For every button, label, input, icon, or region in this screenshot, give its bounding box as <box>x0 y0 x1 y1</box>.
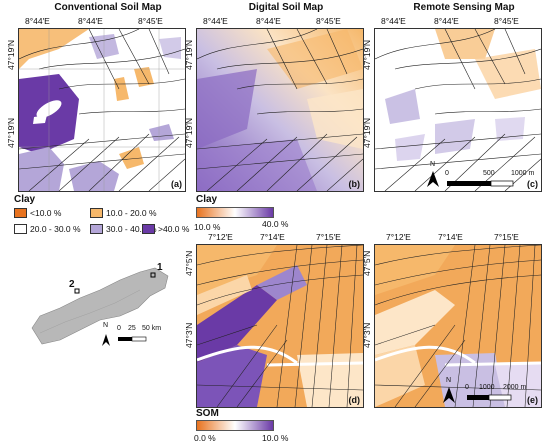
scalebar-mid: 500 <box>483 170 495 177</box>
lon-label: 8°45′E <box>494 16 519 26</box>
som-gradient-bar <box>196 420 274 431</box>
map-digital-clay[interactable]: (b) <box>196 28 364 192</box>
som-gradient-title: SOM <box>196 408 219 419</box>
lat-label: 47°5′N <box>184 250 194 276</box>
lon-label: 8°44′E <box>381 16 406 26</box>
lon-label: 8°44′E <box>256 16 281 26</box>
lat-label: 47°19′N <box>6 117 16 148</box>
title-digital: Digital Soil Map <box>248 2 324 13</box>
clay-legend-label: >40.0 % <box>158 224 190 234</box>
panel-label-d: (d) <box>348 395 361 405</box>
lon-label: 8°44′E <box>434 16 459 26</box>
lon-label: 7°14′E <box>260 232 285 242</box>
clay-gradient-min: 10.0 % <box>194 222 221 232</box>
som-gradient-min: 0.0 % <box>194 433 216 443</box>
lon-label: 7°15′E <box>494 232 519 242</box>
overview-site-1: 1 <box>157 262 163 273</box>
lat-label: 47°19′N <box>6 39 16 70</box>
clay-gradient-bar <box>196 207 274 218</box>
clay-legend-swatch <box>14 224 27 234</box>
lon-label: 8°44′E <box>78 16 103 26</box>
clay-gradient-title: Clay <box>196 194 218 205</box>
clay-legend-title: Clay <box>14 194 36 205</box>
clay-legend-swatch <box>90 224 103 234</box>
scalebar-zero: 0 <box>445 170 449 177</box>
title-remote: Remote Sensing Map <box>413 2 515 13</box>
north-arrow-label: N <box>430 161 436 168</box>
scalebar-mid: 1000 <box>479 384 495 391</box>
lon-label: 7°14′E <box>438 232 463 242</box>
lon-label: 7°12′E <box>386 232 411 242</box>
clay-legend-label: 20.0 - 30.0 % <box>30 224 81 234</box>
panel-label-b: (b) <box>348 179 361 189</box>
north-arrow-label: N <box>446 377 452 384</box>
clay-legend-label: <10.0 % <box>30 208 62 218</box>
lon-label: 8°45′E <box>138 16 163 26</box>
lon-label: 8°44′E <box>203 16 228 26</box>
map-remote-clay[interactable]: N 0 500 1000 m (c) <box>374 28 542 192</box>
panel-label-e: (e) <box>527 395 538 405</box>
clay-legend-label: 30.0 - 40.0 % <box>106 224 157 234</box>
clay-legend-swatch <box>90 208 103 218</box>
map-conventional-clay[interactable]: (a) <box>18 28 186 192</box>
overview-scale-mid: 25 <box>128 325 136 332</box>
lat-label: 47°3′N <box>184 322 194 348</box>
overview-map[interactable]: 1 2 N 0 25 50 km <box>20 258 180 353</box>
lon-label: 8°44′E <box>25 16 50 26</box>
scalebar-end: 2000 m <box>503 384 527 391</box>
clay-legend-swatch <box>142 224 155 234</box>
panel-label-a: (a) <box>171 179 182 189</box>
overview-scale-end: 50 km <box>142 325 162 332</box>
panel-label-c: (c) <box>527 179 538 189</box>
title-conventional: Conventional Soil Map <box>54 2 162 13</box>
map-remote-som[interactable]: N 0 1000 2000 m (e) <box>374 244 542 408</box>
lon-label: 7°15′E <box>316 232 341 242</box>
overview-north-label: N <box>103 322 109 329</box>
scalebar-end: 1000 m <box>511 170 535 177</box>
clay-gradient-max: 40.0 % <box>262 219 289 229</box>
lon-label: 7°12′E <box>208 232 233 242</box>
som-gradient-max: 10.0 % <box>262 433 289 443</box>
map-digital-som[interactable]: (d) <box>196 244 364 408</box>
clay-legend-label: 10.0 - 20.0 % <box>106 208 157 218</box>
overview-scale-zero: 0 <box>117 325 121 332</box>
clay-legend-swatch <box>14 208 27 218</box>
overview-site-2: 2 <box>69 279 75 290</box>
scalebar-zero: 0 <box>465 384 469 391</box>
lon-label: 8°45′E <box>316 16 341 26</box>
